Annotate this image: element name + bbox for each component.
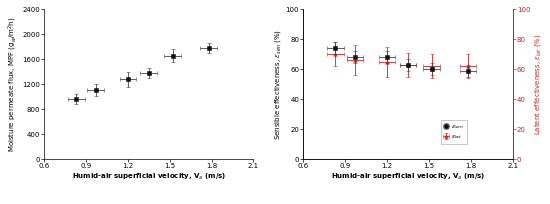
Y-axis label: Moisture permeate flux, MPF (g$_w$/m$^2$h): Moisture permeate flux, MPF (g$_w$/m$^2$… (7, 17, 19, 152)
Legend: $\varepsilon_{sen}$, $\varepsilon_{lat}$: $\varepsilon_{sen}$, $\varepsilon_{lat}$ (441, 120, 468, 144)
Y-axis label: Latent effectiveness, $\varepsilon_{lat}$ (%): Latent effectiveness, $\varepsilon_{lat}… (533, 33, 543, 135)
X-axis label: Humid-air superficial velocity, V$_a$ (m/s): Humid-air superficial velocity, V$_a$ (m… (331, 172, 485, 182)
Y-axis label: Sensible effectiveness, $\varepsilon_{sen}$ (%): Sensible effectiveness, $\varepsilon_{se… (273, 29, 283, 140)
X-axis label: Humid-air superficial velocity, V$_a$ (m/s): Humid-air superficial velocity, V$_a$ (m… (72, 172, 226, 182)
